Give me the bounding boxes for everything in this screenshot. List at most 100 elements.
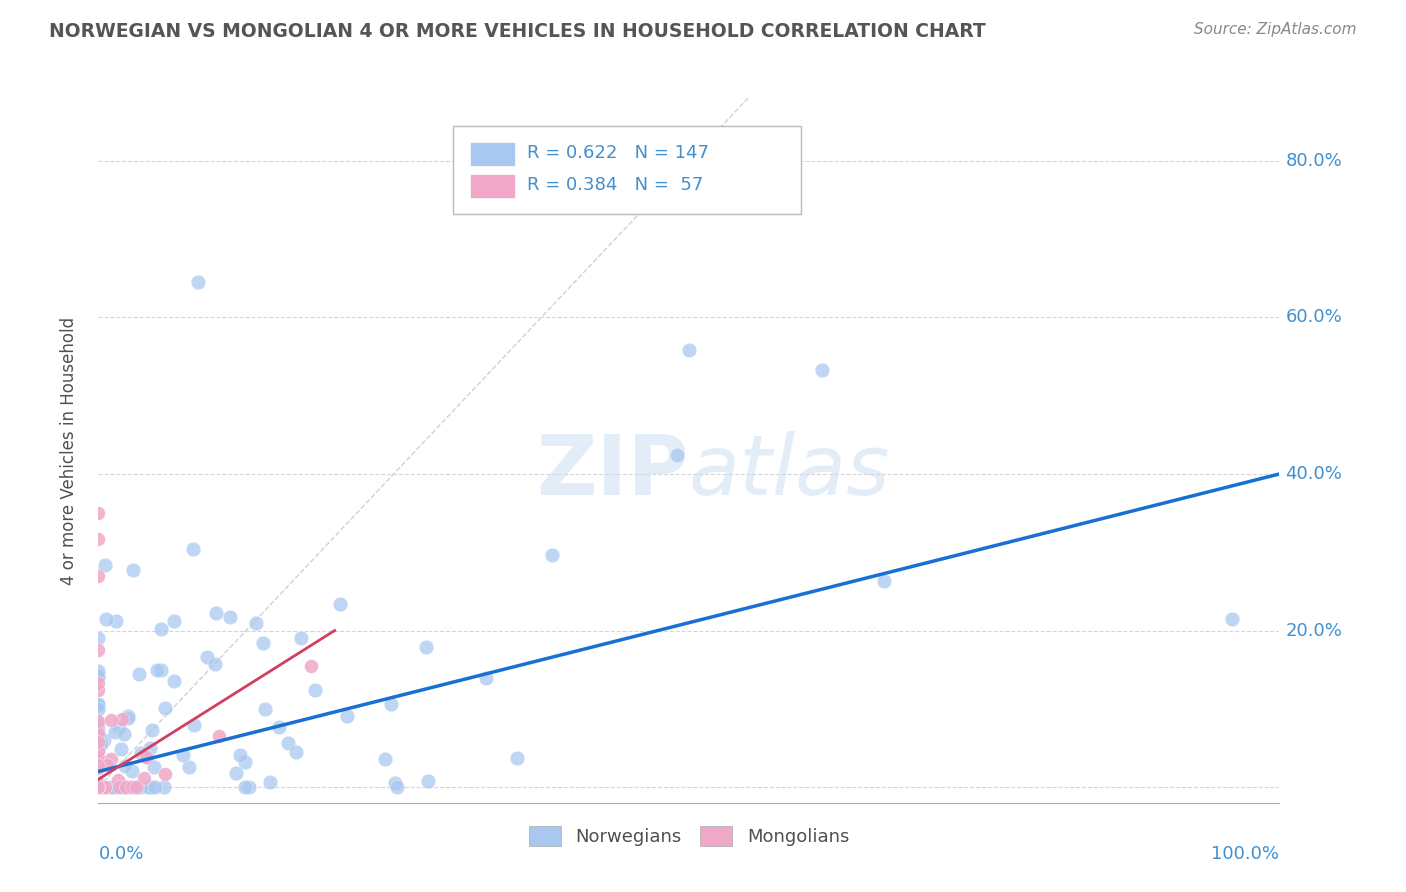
Point [87,780,110,794]
Point [87,682,110,697]
Point [107,720,129,734]
Point [290,631,312,645]
Point [225,766,247,780]
Point [120,780,142,794]
Point [87,780,110,794]
Point [87,780,110,794]
Point [87,778,110,792]
Point [87,780,110,794]
Point [87,743,110,757]
Point [87,780,110,794]
Point [87,780,110,794]
Point [87,780,110,794]
Point [87,702,110,716]
Point [153,767,176,781]
Point [384,776,406,790]
Point [387,780,409,794]
Point [238,780,260,794]
Point [110,780,132,794]
Text: ZIP: ZIP [537,431,689,512]
Point [666,448,689,462]
Point [329,597,352,611]
Point [233,780,256,794]
Point [87,569,110,583]
Point [873,574,896,588]
Point [179,760,201,774]
Point [208,729,231,743]
Point [87,780,110,794]
Point [374,752,396,766]
Point [87,780,110,794]
Point [141,723,163,738]
Text: 40.0%: 40.0% [1285,465,1343,483]
Point [87,761,110,775]
Point [87,780,110,794]
Point [254,702,277,716]
Point [128,667,150,681]
Point [87,780,110,794]
Point [94,612,117,626]
Point [112,726,135,740]
Point [416,774,439,789]
Point [87,780,110,794]
Point [153,701,176,715]
Point [87,642,110,657]
Point [87,780,110,794]
Point [94,558,117,572]
Point [87,780,110,794]
Point [87,780,110,794]
Point [187,275,209,289]
Point [121,764,143,778]
Point [183,718,205,732]
Point [87,780,110,794]
Point [87,780,110,794]
Point [87,780,110,794]
Point [540,548,562,562]
Point [96,757,118,772]
Point [125,780,148,794]
Point [267,720,290,734]
Point [506,751,529,765]
Point [87,780,110,794]
Text: R = 0.622   N = 147: R = 0.622 N = 147 [527,145,709,162]
Point [93,780,115,794]
Point [90,780,112,794]
Point [135,750,157,764]
Point [87,780,110,794]
Point [129,780,152,794]
Point [100,752,122,766]
Point [87,664,110,678]
Point [139,780,162,794]
Point [87,780,110,794]
Legend: Norwegians, Mongolians: Norwegians, Mongolians [522,818,856,854]
Point [163,614,186,628]
Point [143,780,166,794]
Point [87,780,110,794]
Point [299,659,322,673]
Point [494,153,516,168]
Point [87,714,110,728]
Point [87,754,110,768]
Point [259,775,281,789]
Point [87,780,110,794]
Point [87,780,110,794]
Point [87,780,110,794]
Point [304,682,326,697]
Point [87,780,110,794]
Point [93,780,115,794]
Point [87,780,110,794]
Point [87,780,110,794]
Point [87,780,110,794]
Text: 20.0%: 20.0% [1285,622,1343,640]
FancyBboxPatch shape [471,174,516,198]
Point [87,780,110,794]
Point [204,657,226,672]
Point [87,697,110,711]
Point [87,533,110,547]
Point [87,758,110,772]
Point [181,542,204,557]
Point [252,635,274,649]
Point [87,758,110,772]
Point [233,755,256,769]
Point [150,664,173,678]
